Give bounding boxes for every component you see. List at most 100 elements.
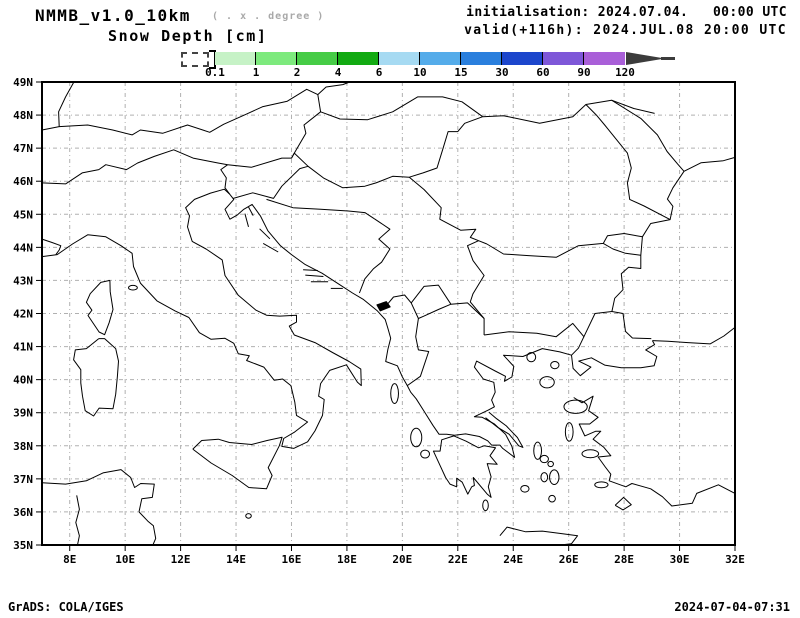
lat-label: 38N [13, 440, 33, 453]
peloponnese-coast [432, 435, 498, 498]
macedonia-border [418, 302, 485, 319]
lat-label: 36N [13, 506, 33, 519]
krk-island [248, 206, 254, 216]
colorbar-segment [379, 52, 420, 65]
island-corfu [390, 383, 399, 404]
lat-label: 45N [13, 208, 33, 221]
grid-lines [42, 82, 735, 545]
rhine-austria-border [58, 81, 350, 136]
drina-border [358, 218, 391, 294]
colorbar-tick-label: 15 [454, 66, 468, 79]
colorbar-tick-label: 10 [413, 66, 427, 79]
serbia-bulgaria-border [467, 240, 485, 335]
turkey-aegean-coast [573, 395, 736, 507]
sardinia-coast [73, 338, 119, 417]
lat-label: 46N [13, 175, 33, 188]
blacksea-west-coast [611, 156, 736, 340]
colorbar-segment [543, 52, 584, 65]
island-thera [548, 494, 556, 503]
dobruja-border [603, 242, 641, 256]
albania-greece-border [407, 318, 430, 387]
colorbar-tick-label: 6 [375, 66, 383, 79]
lon-label: 18E [337, 553, 357, 566]
greece-bulgaria-turkey-border [484, 311, 612, 338]
hungary-south-border [370, 116, 483, 185]
island-malta [245, 513, 252, 519]
lon-label: 22E [448, 553, 468, 566]
colorbar-segment [584, 52, 625, 65]
island-elba [127, 284, 138, 291]
italy-slovenia-border [220, 164, 231, 195]
swiss-border [41, 126, 60, 131]
euboea-island [485, 411, 524, 448]
map-frame [41, 81, 736, 546]
island-lemnos [539, 376, 555, 389]
island-paros [540, 472, 549, 483]
colorbar-segment [420, 52, 461, 65]
island-naxos [549, 469, 560, 485]
island-andros [533, 441, 543, 460]
adriatic-balkan-greece-coast [224, 194, 658, 458]
lon-label: 24E [503, 553, 523, 566]
field-title: Snow Depth [cm] [108, 27, 268, 45]
lon-label: 30E [670, 553, 690, 566]
colorbar-tick-label: 4 [334, 66, 342, 79]
colorbar-tick-label: 90 [577, 66, 591, 79]
colorbar-tick-label: 2 [293, 66, 301, 79]
valid-time: valid(+116h): 2024.JUL.08 20:00 UTC [464, 23, 787, 38]
island-samos [581, 449, 600, 459]
colorbar-tick-label: 0.1 [205, 66, 225, 79]
romania-serbia-border [408, 176, 488, 245]
island-samothrace [550, 360, 560, 370]
lat-label: 40N [13, 374, 33, 387]
island-zakynthos [420, 449, 431, 459]
algeria-tunisia-border [75, 495, 80, 546]
initialisation-time: initialisation: 2024.07.04. 00:00 UTC [466, 5, 787, 20]
island-kefalonia [410, 427, 423, 448]
colorbar-legend: 0.1 1 2 4 6 10 15 30 60 90 120 [0, 0, 800, 80]
lon-label: 8E [63, 553, 76, 566]
lat-label: 47N [13, 142, 33, 155]
prut-danube-border [585, 104, 671, 221]
lon-label: 16E [282, 553, 302, 566]
lat-label: 39N [13, 407, 33, 420]
island-lesbos [563, 399, 588, 414]
lat-label: 41N [13, 341, 33, 354]
island-kos [594, 481, 609, 489]
axes [36, 81, 736, 551]
greece-turkey-border [571, 336, 585, 356]
ukraine-romania-border [482, 99, 655, 124]
axis-labels: 49N 48N 47N 46N 45N 44N 43N 42N 41N 40N 39N 38N 37N 3… [13, 76, 745, 566]
lon-label: 20E [392, 553, 412, 566]
colorbar-tick-labels: 0.1 1 2 4 6 10 15 30 60 90 120 [205, 66, 635, 79]
croatia-bosnia-border [266, 198, 375, 220]
creation-timestamp: 2024-07-04-07:31 [674, 600, 790, 614]
lat-label: 43N [13, 274, 33, 287]
colorbar-segment [502, 52, 543, 65]
legend-below-min-box [181, 52, 209, 67]
kosovo-border [410, 284, 452, 305]
island-tinos [539, 454, 549, 464]
colorbar-tick-label: 60 [536, 66, 550, 79]
austria-slovenia-hungary-border [227, 152, 295, 168]
lon-label: 10E [115, 553, 135, 566]
lon-label: 14E [226, 553, 246, 566]
colorbar-segment [461, 52, 502, 65]
colorbar-segment [256, 52, 297, 65]
island-mykonos [547, 460, 554, 468]
island-milos [520, 484, 530, 493]
cres-island [244, 213, 249, 228]
crete-coast [499, 526, 579, 546]
colorbar [215, 52, 625, 65]
slovakia-hungary-border [320, 96, 483, 121]
lon-label: 12E [171, 553, 191, 566]
island-thasos [526, 352, 537, 363]
lon-label: 26E [559, 553, 579, 566]
lake-skadar [376, 301, 391, 312]
slovenia-croatia-border [233, 165, 309, 199]
dugi-otok-island [262, 242, 279, 253]
colorbar-segment [215, 52, 256, 65]
albania-montenegro-border [384, 294, 419, 319]
coastlines-and-borders [41, 81, 736, 546]
